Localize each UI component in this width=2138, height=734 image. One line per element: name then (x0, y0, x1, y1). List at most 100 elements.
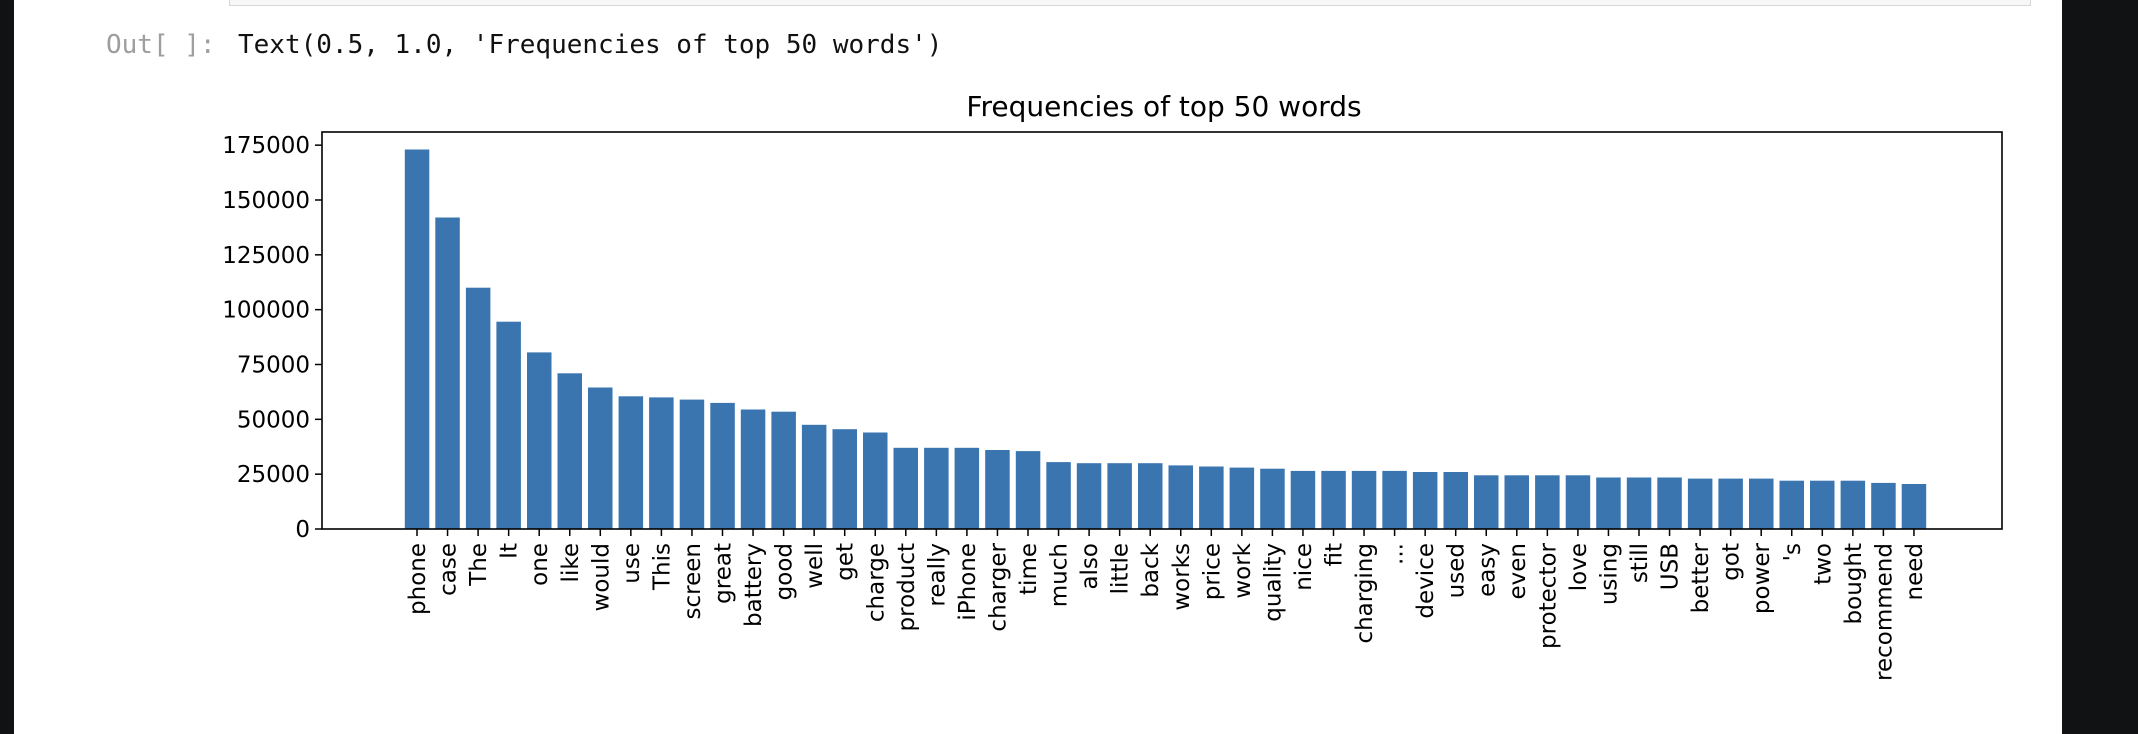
y-tick-label-7: 175000 (222, 133, 310, 159)
x-tick-label-48: recommend (1871, 543, 1897, 681)
bar-14 (832, 429, 857, 529)
bar-33 (1412, 472, 1438, 529)
bar-30 (1321, 470, 1346, 529)
bar-37 (1535, 475, 1560, 529)
x-tick-label-9: screen (680, 543, 706, 619)
x-tick-label-0: phone (405, 543, 431, 615)
x-tick-label-42: better (1688, 542, 1714, 613)
x-tick-label-26: price (1199, 543, 1225, 600)
bar-17 (924, 447, 949, 529)
bar-9 (679, 399, 705, 529)
bar-44 (1749, 478, 1774, 529)
x-tick-label-41: USB (1658, 543, 1684, 590)
x-tick-label-46: two (1810, 543, 1836, 585)
x-tick-label-8: This (649, 543, 675, 591)
bar-20 (1015, 451, 1041, 529)
x-tick-label-1: case (436, 543, 462, 596)
notebook-output-area: Out[ ]: Text(0.5, 1.0, 'Frequencies of t… (14, 0, 2062, 734)
x-tick-label-14: get (833, 543, 859, 581)
bar-7 (618, 396, 644, 529)
previous-cell-edge (229, 0, 2031, 6)
bar-19 (985, 450, 1010, 529)
y-tick-label-5: 125000 (222, 243, 310, 269)
x-tick-label-39: using (1596, 543, 1622, 605)
x-tick-label-43: got (1719, 543, 1745, 581)
bar-32 (1382, 470, 1407, 529)
bar-43 (1718, 478, 1743, 529)
y-tick-label-3: 75000 (237, 352, 310, 378)
x-axis: phone case The It one like would use This screen g… (405, 529, 1928, 681)
bar-42 (1687, 478, 1713, 529)
x-tick-label-10: great (711, 543, 737, 604)
bar-48 (1871, 482, 1896, 529)
chart-title: Frequencies of top 50 words (966, 90, 1361, 123)
bar-35 (1474, 475, 1499, 529)
x-tick-label-7: use (619, 543, 645, 584)
y-tick-label-1: 25000 (237, 462, 310, 488)
bar-36 (1504, 475, 1529, 529)
x-tick-label-13: well (802, 543, 828, 589)
bar-2 (465, 287, 491, 529)
bar-39 (1596, 477, 1621, 529)
x-tick-label-4: one (527, 543, 553, 586)
bar-15 (863, 432, 888, 529)
x-tick-label-18: iPhone (955, 543, 981, 621)
bar-12 (771, 411, 796, 529)
x-tick-label-15: charge (863, 543, 889, 622)
x-tick-label-45: 's (1780, 543, 1806, 561)
bar-3 (496, 321, 521, 529)
x-tick-label-23: little (1108, 543, 1134, 594)
x-tick-label-12: good (772, 543, 798, 600)
x-tick-label-3: It (497, 543, 523, 559)
bar-21 (1046, 462, 1071, 529)
bar-47 (1840, 480, 1866, 529)
bar-49 (1901, 484, 1927, 529)
x-tick-label-31: charging (1352, 543, 1378, 644)
bar-29 (1290, 470, 1316, 529)
y-tick-label-4: 100000 (222, 298, 310, 324)
x-tick-label-22: also (1077, 543, 1103, 590)
y-tick-label-2: 50000 (237, 407, 310, 433)
x-tick-label-29: nice (1291, 543, 1317, 591)
plot-frame (321, 131, 2003, 530)
bars-group (404, 149, 1927, 529)
bar-8 (649, 397, 674, 529)
bar-1 (435, 217, 460, 529)
output-text[interactable]: Text(0.5, 1.0, 'Frequencies of top 50 wo… (238, 30, 943, 60)
bar-46 (1810, 480, 1835, 529)
x-tick-label-44: power (1749, 542, 1775, 614)
x-tick-label-30: fit (1322, 543, 1348, 567)
bar-38 (1565, 475, 1591, 529)
x-tick-label-28: quality (1260, 543, 1286, 622)
bar-11 (740, 409, 766, 529)
x-tick-label-49: need (1902, 543, 1928, 600)
x-tick-label-27: work (1230, 542, 1256, 598)
bar-18 (954, 447, 980, 529)
bar-25 (1168, 465, 1193, 529)
x-tick-label-37: protector (1535, 542, 1561, 649)
x-tick-label-47: bought (1841, 543, 1867, 624)
y-tick-label-6: 150000 (222, 188, 310, 214)
bar-41 (1657, 477, 1682, 529)
bar-0 (404, 149, 430, 529)
bar-24 (1138, 463, 1163, 529)
x-tick-label-24: back (1138, 542, 1164, 597)
x-tick-label-34: used (1444, 543, 1470, 598)
x-tick-label-33: device (1413, 543, 1439, 619)
x-tick-label-35: easy (1474, 543, 1500, 597)
bar-31 (1351, 470, 1377, 529)
y-axis: 0 25000 50000 75000 100000 125000 150000 175000 (222, 133, 322, 543)
x-tick-label-19: charger (985, 542, 1011, 631)
x-tick-label-36: even (1505, 543, 1531, 600)
bar-chart: Frequencies of top 50 words 0 25000 50000 7… (222, 90, 2003, 681)
x-tick-label-17: really (924, 543, 950, 607)
x-tick-label-21: much (1047, 543, 1073, 607)
x-tick-label-38: love (1566, 543, 1592, 591)
bar-26 (1199, 466, 1224, 529)
bar-23 (1107, 463, 1132, 529)
bar-45 (1779, 480, 1804, 529)
x-tick-label-5: like (558, 543, 584, 582)
bar-6 (588, 387, 613, 529)
bar-28 (1260, 468, 1285, 529)
bar-22 (1076, 463, 1102, 529)
